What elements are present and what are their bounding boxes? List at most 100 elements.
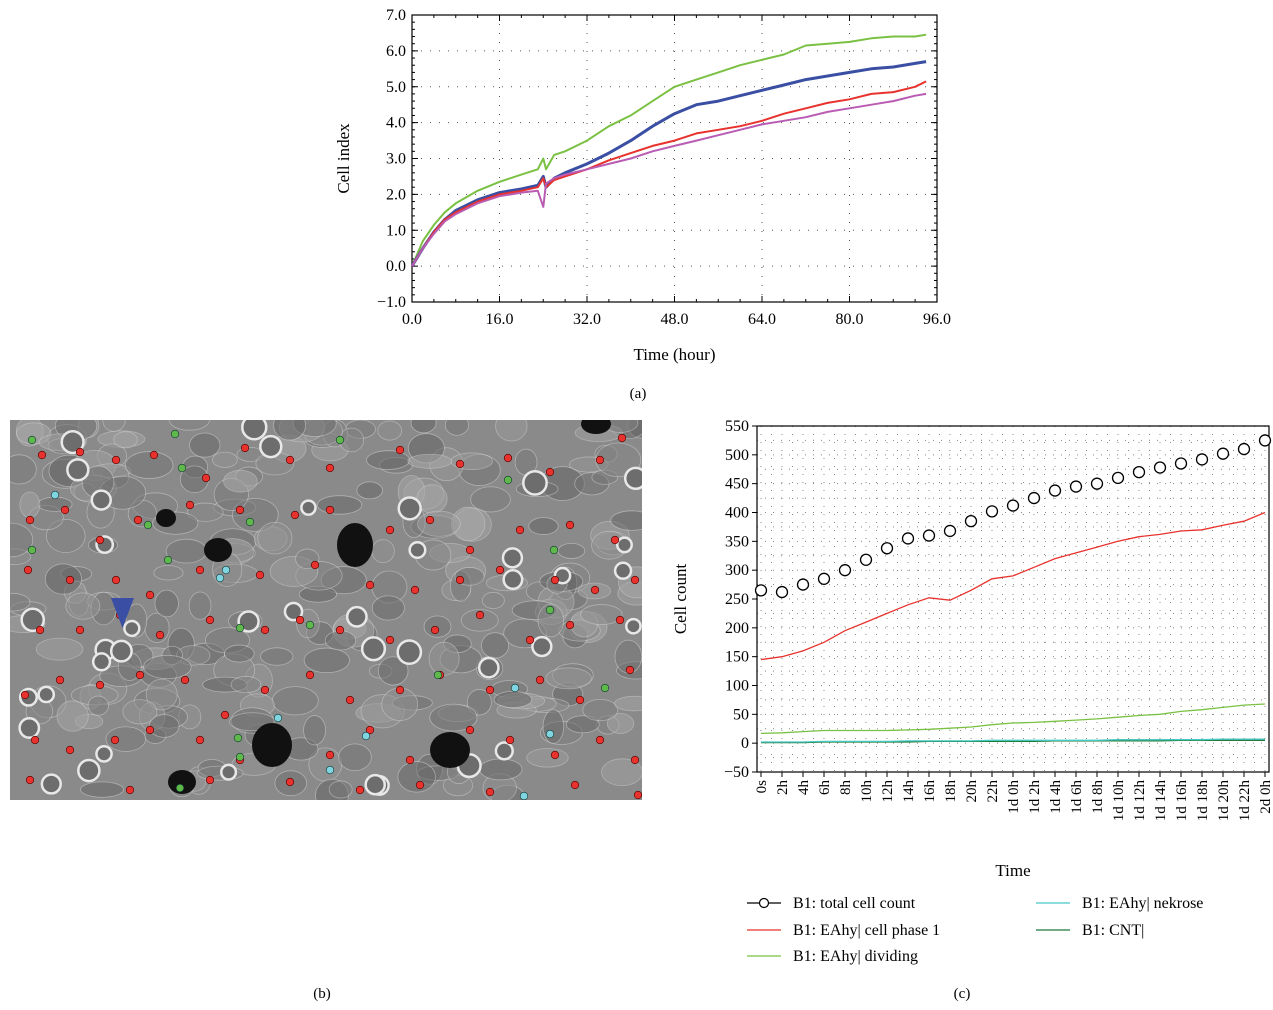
red-marker [205,775,215,785]
x-tick-label: 2d 0h [1258,780,1273,814]
rounded-cell [531,635,553,658]
total-count-point [943,524,957,538]
red-marker [455,575,465,585]
green-marker [549,545,559,555]
cell-body [80,781,125,798]
cell-body [479,758,523,781]
rounded-cell [364,773,387,796]
red-marker [395,685,405,695]
green-marker [335,435,345,445]
y-tick-label: 5.0 [386,79,406,96]
y-tick-label: −1.0 [377,294,406,311]
cell-body [407,453,453,469]
cell-body [466,689,492,716]
y-tick-label: 200 [725,620,749,637]
x-tick-label: 16h [922,780,938,803]
red-marker [335,625,345,635]
cell-body [528,517,559,535]
cell-body [154,589,179,618]
y-tick-label: 300 [725,562,749,579]
total-count-point [1237,442,1251,456]
red-marker [325,463,335,473]
red-marker [355,785,365,795]
red-marker [260,685,270,695]
cell-body [65,592,101,620]
red-marker [365,725,375,735]
rounded-cell [408,540,427,560]
cell-body [113,431,138,449]
x-tick-label: 6h [817,780,833,796]
red-marker [285,455,295,465]
rounded-cell [615,536,633,554]
cell-body [230,676,262,694]
y-axis-label: Cell index [334,123,353,194]
cell-body [271,686,319,716]
y-tick-label: 500 [725,447,749,464]
red-marker [155,630,165,640]
total-count-point [1153,461,1167,474]
red-marker [415,780,425,790]
red-marker [485,685,495,695]
rounded-cell [91,652,112,672]
red-marker [290,510,300,520]
cell-body [165,538,207,564]
red-marker [385,525,395,535]
red-marker [125,785,135,795]
rounded-cell [522,469,548,496]
total-count-point [838,564,852,577]
x-tick-label: 0.0 [402,311,422,328]
red-marker [133,515,143,525]
rounded-cell [345,605,368,628]
rounded-cell [300,499,317,516]
cell-body [316,495,363,515]
y-tick-label: 4.0 [386,115,406,132]
red-marker [295,615,305,625]
cell-body [377,420,403,441]
series-line-4 [411,92,927,267]
x-tick-label: 4h [796,780,812,796]
red-marker [633,790,643,800]
rounded-cell [477,656,500,679]
red-marker [430,625,440,635]
red-marker [495,565,505,575]
total-count-point [1111,471,1125,485]
red-marker [465,545,475,555]
red-marker [475,610,485,620]
rounded-cell [40,773,62,795]
cell-body [595,442,642,478]
cell-body [105,726,147,752]
cell-body [338,743,372,772]
arrowhead-icon [111,598,134,628]
micrograph-photo [0,404,656,813]
rounded-cell [623,466,648,491]
red-marker [23,565,33,575]
total-count-point [1132,465,1146,479]
red-marker [503,453,513,463]
cell-body [542,709,565,744]
y-tick-label: 2.0 [386,186,406,203]
rounded-cell [259,434,283,459]
red-marker [75,447,85,457]
total-count-point [1195,453,1209,466]
total-count-point [1027,491,1041,505]
green-marker [27,545,37,555]
green-marker [170,429,180,439]
cell-body [211,451,238,468]
red-marker [60,505,70,515]
red-marker [25,515,35,525]
red-marker [535,675,545,685]
y-tick-label: 50 [733,706,749,723]
cell-body [257,522,293,555]
rounded-cell [18,717,41,739]
cell-body [366,450,410,470]
cyan-marker [545,729,555,739]
cell-body [545,667,592,690]
x-tick-label: 1d 4h [1048,780,1064,814]
cell-body [44,563,82,595]
y-tick-label: 450 [725,476,749,493]
red-marker [145,725,155,735]
cell-body [19,491,41,519]
x-tick-label: 80.0 [836,311,864,328]
cell-body [481,591,505,609]
rounded-cell [220,763,238,781]
